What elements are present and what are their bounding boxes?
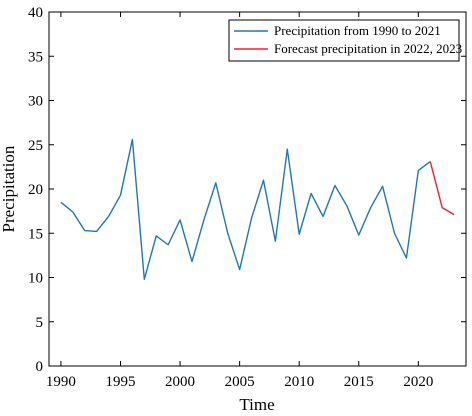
axis-layer: 0 5 10 15 20 25 30 35 40 1990 1995 2000 2005 2010 2015… xyxy=(28,5,466,390)
legend: Precipitation from 1990 to 2021 Forecast… xyxy=(228,19,462,62)
y-tick-label: 40 xyxy=(28,5,43,21)
y-tick-label: 25 xyxy=(28,138,43,154)
x-tick-label: 2005 xyxy=(225,374,255,390)
y-axis-title: Precipitation xyxy=(0,145,18,232)
x-tick-label: 2020 xyxy=(403,374,433,390)
series-layer xyxy=(60,138,455,280)
legend-label-historical: Precipitation from 1990 to 2021 xyxy=(274,23,441,38)
y-tick-label: 5 xyxy=(36,315,44,331)
y-tick-label: 30 xyxy=(28,94,43,110)
legend-label-forecast: Forecast precipitation in 2022, 2023 xyxy=(274,41,462,56)
y-tick-label: 35 xyxy=(28,49,43,65)
series-line-historical xyxy=(60,138,431,280)
legend-box xyxy=(228,19,460,62)
x-tick-label: 2000 xyxy=(165,374,195,390)
y-tick-label: 0 xyxy=(36,359,44,375)
x-tick-label: 2010 xyxy=(284,374,314,390)
x-tick-label: 1995 xyxy=(105,374,135,390)
y-tick-label: 20 xyxy=(28,182,43,198)
x-axis-title: Time xyxy=(239,395,274,414)
x-tick-label: 2015 xyxy=(344,374,374,390)
plot-area xyxy=(48,11,467,367)
series-line-forecast xyxy=(429,161,455,216)
y-tick-label: 10 xyxy=(28,271,43,287)
x-tick-label: 1990 xyxy=(46,374,76,390)
y-tick-label: 15 xyxy=(28,226,43,242)
